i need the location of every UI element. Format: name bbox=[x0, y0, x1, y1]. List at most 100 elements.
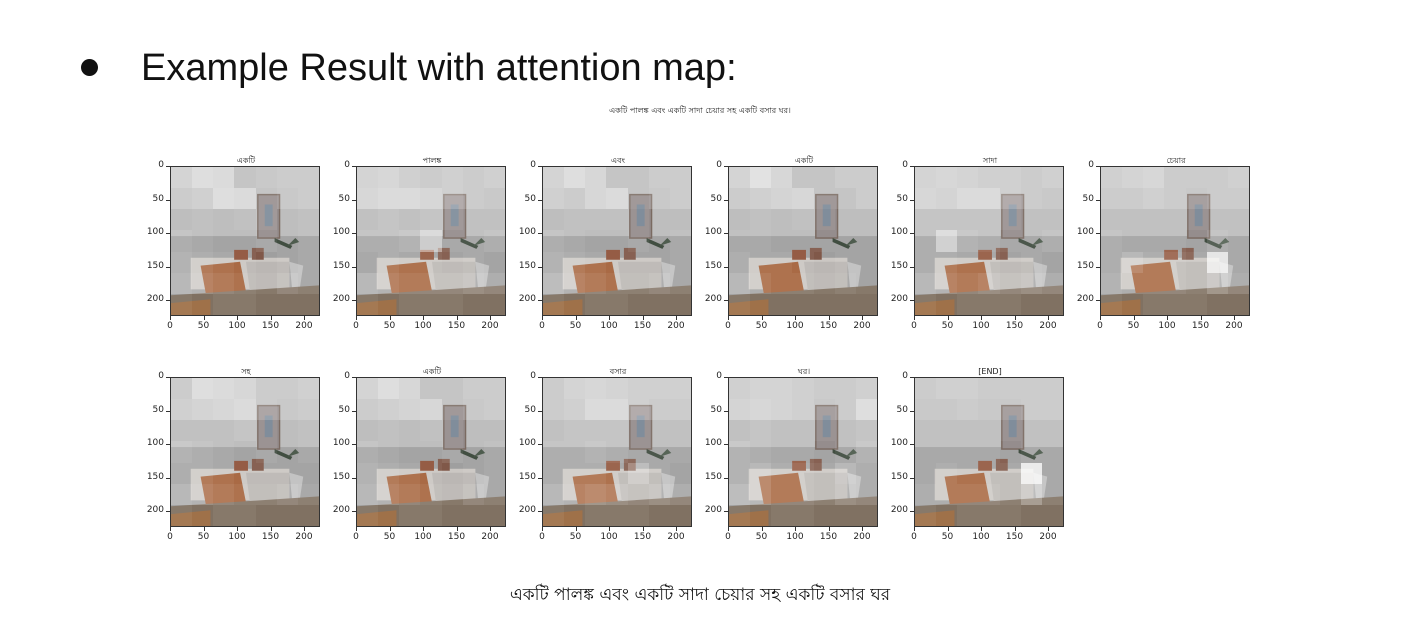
attention-patch bbox=[1020, 188, 1042, 210]
attention-patch bbox=[750, 504, 772, 526]
attention-patch bbox=[1101, 209, 1123, 231]
y-tick-label: 100 bbox=[146, 227, 164, 237]
panel-title: একটি bbox=[422, 367, 442, 376]
attention-patch bbox=[750, 378, 772, 400]
attention-patch bbox=[234, 504, 256, 526]
attention-patch bbox=[234, 399, 256, 421]
y-tick-mark bbox=[724, 410, 728, 412]
attention-patch bbox=[255, 230, 277, 252]
attention-patch bbox=[1020, 378, 1042, 400]
x-tick-label: 200 bbox=[667, 321, 685, 331]
attention-patch bbox=[171, 420, 193, 442]
attention-patch bbox=[627, 209, 649, 231]
x-tick-mark bbox=[761, 527, 763, 531]
x-tick-label: 100 bbox=[1158, 321, 1176, 331]
attention-heatmap bbox=[914, 377, 1064, 527]
attention-patch bbox=[729, 483, 751, 505]
attention-patch bbox=[999, 209, 1021, 231]
attention-patch bbox=[957, 378, 979, 400]
attention-patch bbox=[1185, 251, 1207, 273]
attention-patch bbox=[255, 188, 277, 210]
attention-patch bbox=[483, 420, 505, 442]
attention-panel: সহ 0 50 100 150 200 0 50 100 150 200 bbox=[142, 366, 328, 562]
attention-patch bbox=[936, 378, 958, 400]
attention-patch bbox=[648, 293, 670, 315]
attention-patch bbox=[213, 167, 235, 189]
x-tick-mark bbox=[304, 316, 305, 320]
attention-patch bbox=[399, 483, 421, 505]
x-tick-label: 50 bbox=[755, 532, 768, 542]
attention-patch bbox=[855, 441, 877, 463]
attention-patch bbox=[978, 272, 1000, 294]
y-tick-label: 100 bbox=[518, 438, 536, 448]
attention-patch bbox=[792, 504, 814, 526]
x-tick-label: 150 bbox=[261, 321, 280, 331]
attention-patch bbox=[915, 251, 937, 273]
attention-patch bbox=[957, 167, 979, 189]
attention-patch bbox=[936, 167, 958, 189]
attention-patch bbox=[276, 462, 298, 484]
attention-patch bbox=[357, 293, 379, 315]
attention-patch bbox=[915, 504, 937, 526]
attention-overlay bbox=[915, 378, 1063, 526]
attention-patch bbox=[915, 378, 937, 400]
y-tick-mark bbox=[166, 233, 170, 234]
attention-patch bbox=[978, 483, 1000, 505]
attention-overlay bbox=[915, 167, 1063, 315]
x-tick-label: 100 bbox=[600, 321, 618, 331]
x-tick-mark bbox=[542, 527, 543, 531]
y-tick-mark bbox=[166, 199, 170, 201]
attention-patch bbox=[1101, 272, 1123, 294]
attention-patch bbox=[648, 483, 670, 505]
attention-patch bbox=[213, 441, 235, 463]
y-tick-mark bbox=[352, 477, 356, 479]
y-tick-mark bbox=[1096, 300, 1100, 301]
attention-patch bbox=[213, 399, 235, 421]
attention-patch bbox=[585, 272, 607, 294]
attention-patch bbox=[213, 230, 235, 252]
attention-patch bbox=[813, 209, 835, 231]
x-tick-mark bbox=[270, 316, 272, 320]
attention-patch bbox=[462, 230, 484, 252]
attention-patch bbox=[648, 251, 670, 273]
y-tick-label: 100 bbox=[332, 227, 350, 237]
attention-patch bbox=[792, 251, 814, 273]
x-tick-mark bbox=[862, 316, 863, 320]
attention-patch bbox=[978, 209, 1000, 231]
x-tick-label: 200 bbox=[853, 532, 871, 542]
attention-patch bbox=[729, 293, 751, 315]
attention-patch bbox=[978, 251, 1000, 273]
attention-patch bbox=[978, 188, 1000, 210]
attention-patch bbox=[399, 272, 421, 294]
attention-patch bbox=[750, 230, 772, 252]
y-tick-mark bbox=[724, 477, 728, 479]
attention-patch bbox=[1185, 209, 1207, 231]
attention-patch bbox=[357, 462, 379, 484]
attention-patch bbox=[606, 188, 628, 210]
x-tick-mark bbox=[490, 527, 491, 531]
attention-patch bbox=[462, 462, 484, 484]
y-tick-mark bbox=[910, 410, 914, 412]
attention-patch bbox=[648, 209, 670, 231]
attention-patch bbox=[669, 441, 691, 463]
attention-patch bbox=[1206, 230, 1228, 252]
attention-patch bbox=[441, 399, 463, 421]
attention-patch bbox=[1164, 230, 1186, 252]
attention-patch bbox=[771, 504, 793, 526]
attention-patch bbox=[234, 378, 256, 400]
x-tick-mark bbox=[1133, 316, 1135, 320]
attention-patch bbox=[750, 188, 772, 210]
attention-patch bbox=[669, 293, 691, 315]
attention-patch bbox=[1206, 167, 1228, 189]
attention-patch bbox=[813, 483, 835, 505]
attention-patch bbox=[255, 441, 277, 463]
x-tick-mark bbox=[1048, 527, 1049, 531]
y-tick-mark bbox=[724, 233, 728, 234]
attention-patch bbox=[192, 209, 214, 231]
attention-patch bbox=[564, 420, 586, 442]
attention-patch bbox=[813, 462, 835, 484]
attention-patch bbox=[276, 441, 298, 463]
attention-patch bbox=[1041, 272, 1063, 294]
y-tick-label: 0 bbox=[158, 371, 164, 381]
attention-patch bbox=[813, 251, 835, 273]
